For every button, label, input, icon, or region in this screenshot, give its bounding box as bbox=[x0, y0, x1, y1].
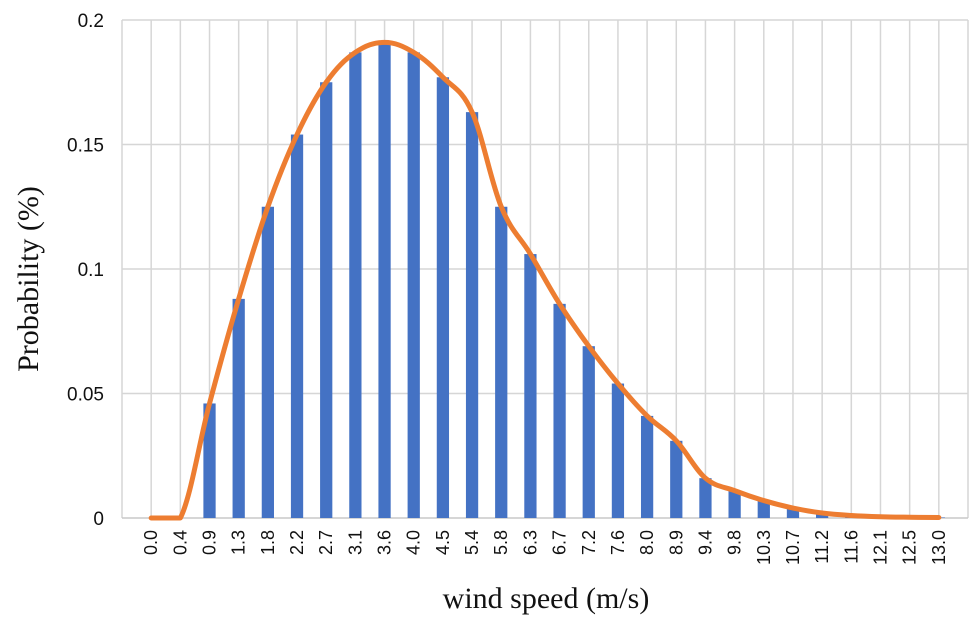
x-tick-labels: 0.0 0.4 0.9 1.3 1.8 2.2 2.7 3.1 3.6 4.0 4.5 5.4 5.8 6… bbox=[141, 530, 949, 565]
x-tick-label: 11.6 bbox=[841, 530, 861, 564]
bar bbox=[670, 440, 683, 518]
x-tick-label: 12.1 bbox=[870, 530, 890, 565]
bar bbox=[582, 346, 595, 518]
bar-series bbox=[203, 42, 945, 519]
x-tick-label: 11.2 bbox=[812, 530, 832, 564]
x-tick-label: 6.3 bbox=[520, 530, 540, 555]
x-tick-label: 10.7 bbox=[783, 530, 803, 565]
bar bbox=[524, 254, 537, 518]
bar bbox=[320, 82, 333, 518]
x-tick-label: 7.2 bbox=[579, 530, 599, 555]
bar bbox=[495, 206, 508, 518]
x-tick-label: 1.8 bbox=[258, 530, 278, 555]
bar bbox=[436, 77, 450, 519]
bar bbox=[640, 415, 654, 518]
bar bbox=[728, 490, 741, 518]
x-tick-label: 0.0 bbox=[141, 530, 161, 555]
probability-line bbox=[148, 39, 942, 521]
bar bbox=[261, 206, 274, 518]
bar bbox=[757, 500, 770, 518]
x-tick-label: 9.4 bbox=[695, 530, 715, 555]
x-tick-label: 6.7 bbox=[550, 530, 570, 555]
bar bbox=[465, 112, 479, 518]
x-tick-label: 4.5 bbox=[433, 530, 453, 555]
line-series bbox=[148, 39, 942, 521]
x-tick-label: 9.8 bbox=[725, 530, 745, 555]
y-axis-title: Probability (%) bbox=[12, 186, 45, 372]
x-tick-label: 0.4 bbox=[170, 530, 190, 555]
y-tick-label: 0.1 bbox=[78, 260, 104, 281]
bar bbox=[349, 52, 362, 519]
x-tick-label: 2.2 bbox=[287, 530, 307, 555]
x-tick-label: 5.8 bbox=[491, 530, 511, 555]
x-tick-label: 2.7 bbox=[316, 530, 336, 555]
bar bbox=[290, 134, 304, 519]
x-tick-label: 10.3 bbox=[754, 530, 774, 565]
x-tick-label: 5.4 bbox=[462, 530, 482, 555]
y-tick-labels: 0 0.05 0.1 0.15 0.2 bbox=[67, 11, 104, 530]
x-tick-label: 13.0 bbox=[929, 530, 949, 565]
bar bbox=[203, 403, 216, 518]
y-tick-label: 0 bbox=[93, 509, 104, 530]
bar bbox=[699, 478, 712, 518]
x-tick-label: 4.0 bbox=[404, 530, 424, 555]
x-tick-label: 12.5 bbox=[900, 530, 920, 565]
x-tick-label: 8.9 bbox=[666, 530, 686, 555]
x-tick-label: 0.9 bbox=[200, 530, 220, 555]
y-tick-label: 0.2 bbox=[78, 11, 104, 32]
x-tick-label: 7.6 bbox=[608, 530, 628, 555]
x-axis-title: wind speed (m/s) bbox=[443, 582, 650, 615]
bar bbox=[378, 42, 391, 518]
bar bbox=[232, 298, 245, 518]
x-tick-label: 3.1 bbox=[345, 530, 365, 555]
bar bbox=[611, 383, 625, 518]
x-tick-label: 1.3 bbox=[229, 530, 249, 555]
x-tick-label: 3.6 bbox=[375, 530, 395, 555]
y-tick-label: 0.05 bbox=[67, 385, 104, 406]
bar bbox=[407, 52, 420, 519]
y-tick-label: 0.15 bbox=[67, 136, 104, 157]
bar bbox=[786, 508, 800, 518]
bar bbox=[553, 303, 566, 518]
x-tick-label: 8.0 bbox=[637, 530, 657, 555]
